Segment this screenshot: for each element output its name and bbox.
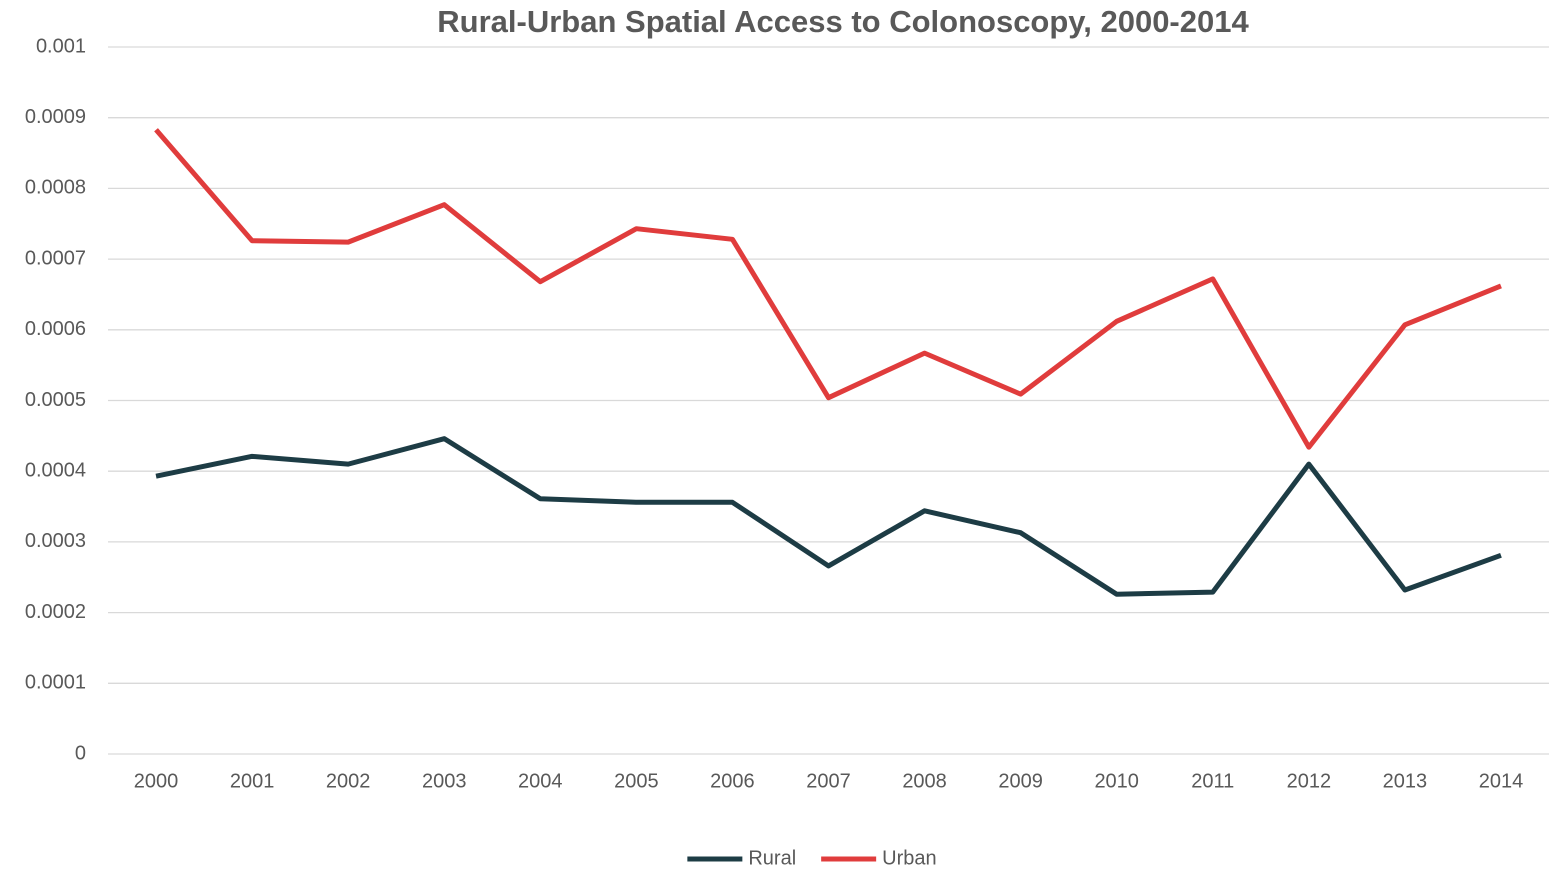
x-tick-label: 2008 bbox=[902, 770, 947, 792]
legend-label: Urban bbox=[882, 847, 936, 869]
series-line bbox=[154, 128, 1502, 450]
y-tick-label: 0.0003 bbox=[25, 530, 86, 552]
y-tick-label: 0.001 bbox=[36, 35, 86, 57]
x-tick-label: 2011 bbox=[1191, 770, 1234, 792]
x-tick-label: 2003 bbox=[422, 770, 467, 792]
x-tick-label: 2006 bbox=[710, 770, 755, 792]
x-tick-label: 2012 bbox=[1287, 770, 1332, 792]
x-tick-label: 2001 bbox=[230, 770, 275, 792]
x-tick-label: 2007 bbox=[806, 770, 851, 792]
y-tick-label: 0.0005 bbox=[25, 389, 86, 411]
y-tick-label: 0.0002 bbox=[25, 601, 86, 623]
x-tick-label: 2009 bbox=[998, 770, 1043, 792]
x-tick-label: 2010 bbox=[1094, 770, 1139, 792]
chart-title: Rural-Urban Spatial Access to Colonoscop… bbox=[437, 4, 1249, 39]
y-tick-label: 0.0008 bbox=[25, 177, 86, 199]
y-tick-label: 0.0001 bbox=[25, 672, 86, 694]
x-tick-label: 2013 bbox=[1383, 770, 1428, 792]
y-tick-label: 0.0004 bbox=[25, 459, 86, 481]
x-tick-label: 2014 bbox=[1479, 770, 1524, 792]
x-tick-label: 2005 bbox=[614, 770, 659, 792]
y-tick-label: 0.0007 bbox=[25, 247, 86, 269]
y-tick-label: 0.0006 bbox=[25, 318, 86, 340]
x-tick-label: 2002 bbox=[326, 770, 371, 792]
x-tick-label: 2000 bbox=[134, 770, 179, 792]
legend-label: Rural bbox=[748, 847, 796, 869]
y-tick-label: 0 bbox=[75, 742, 86, 764]
x-tick-label: 2004 bbox=[518, 770, 563, 792]
series-line bbox=[155, 436, 1502, 597]
y-tick-label: 0.0009 bbox=[25, 106, 86, 128]
